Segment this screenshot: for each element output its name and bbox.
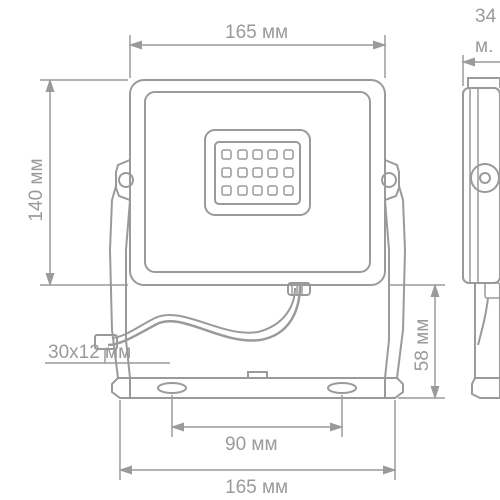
dim-base-label: 165 мм [225,477,288,498]
dim-side-top-label: 34 [475,6,497,27]
dim-bracket-h-label: 58 мм [412,319,433,372]
cable [95,283,310,349]
dim-cable-label: 30x12 мм [48,342,131,363]
body-inner [145,92,370,272]
dim-slot-label: 90 мм [225,434,278,455]
dimension-drawing: 165 мм 140 мм 30x12 мм 90 мм 165 мм 58 м… [0,0,500,500]
bracket [110,186,405,398]
dim-left-label: 140 мм [26,158,47,221]
body-outer [130,80,385,285]
dim-side-unit-label: м. [475,36,493,57]
dim-top-label: 165 мм [225,22,288,43]
led-grid [222,150,293,195]
side-view [463,78,500,398]
